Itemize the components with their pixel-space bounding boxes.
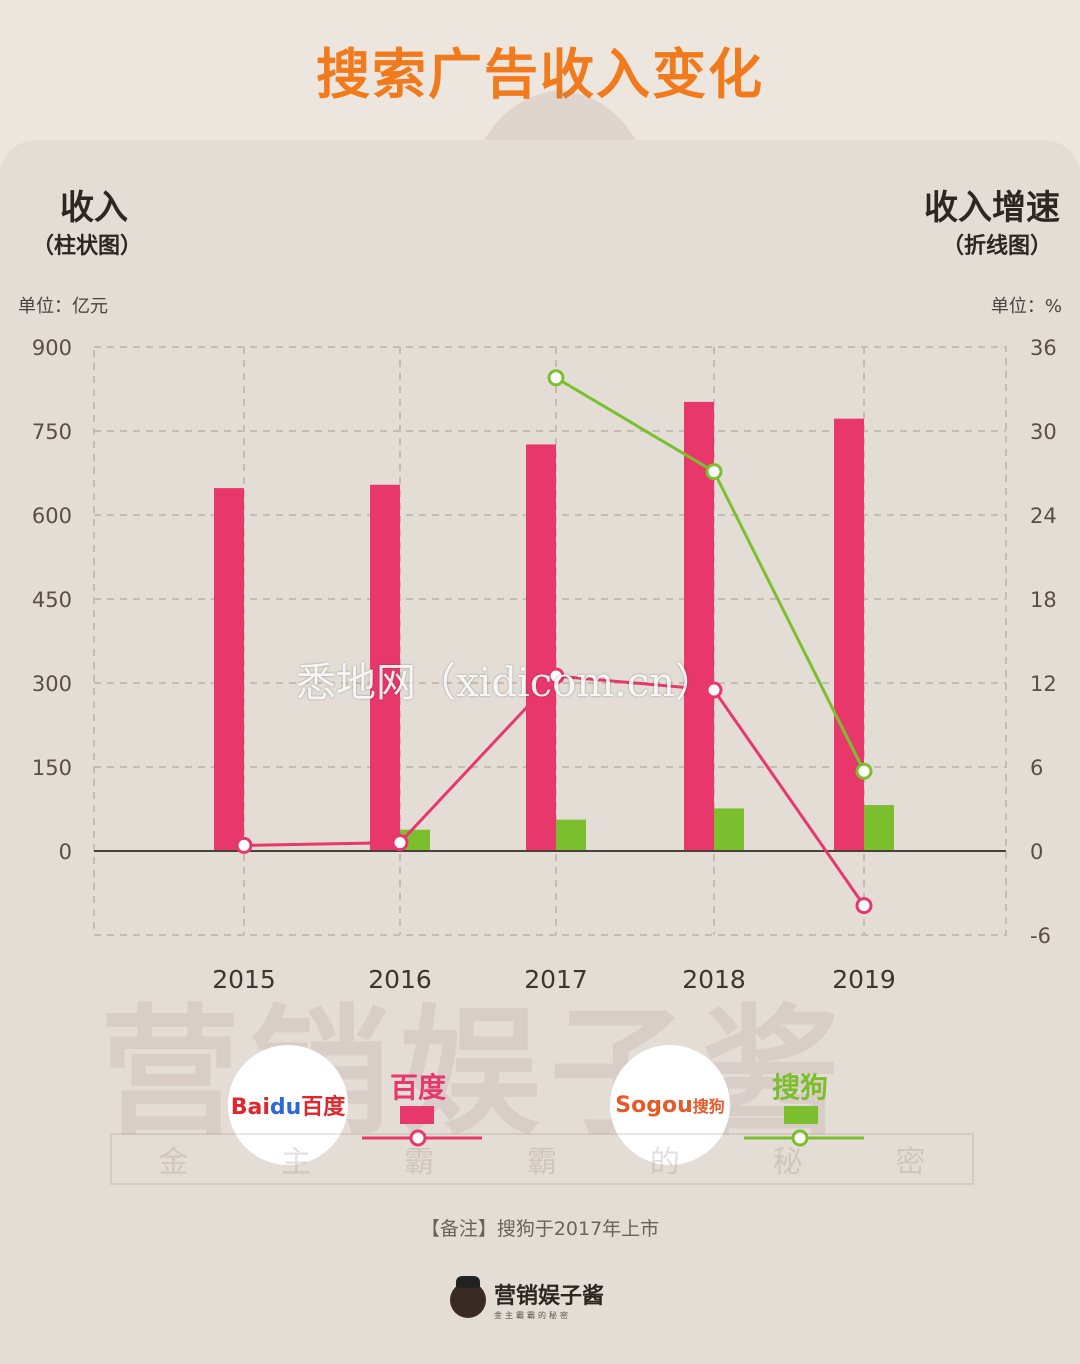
footer-logo: 营销娱子酱 金主霸霸的秘密 [450,1275,605,1321]
baidu-revenue-bar [214,488,244,851]
left-axis-title: 收入 [60,188,128,228]
sogou-growth-point [705,463,723,481]
x-tick-label: 2019 [832,965,896,994]
baidu-logo-circle: Baidu百度 [228,1045,348,1165]
right-unit-label: 单位：% [990,296,1062,317]
x-tick-label: 2015 [212,965,276,994]
x-tick-label: 2018 [682,965,746,994]
sogou-growth-point [855,762,873,780]
right-axis-title: 收入增速 [924,188,1060,228]
left-tick-label: 450 [32,588,72,612]
baidu-logo: Baidu百度 [231,1089,346,1121]
sogou-revenue-bar [714,808,744,851]
baidu-logo-du: du [269,1095,302,1120]
legend-baidu-bar-swatch [400,1106,434,1124]
tagline-watermark-char: 霸 [526,1145,557,1180]
right-axis-subtitle: （折线图） [941,234,1052,259]
right-tick-label: 36 [1030,336,1057,360]
sogou-logo-cn: 搜狗 [692,1096,725,1116]
left-tick-label: 150 [32,756,72,780]
legend-sogou-label: 搜狗 [772,1071,829,1104]
sogou-logo-circle: Sogou搜狗 [610,1045,730,1165]
legend-sogou-bar-swatch [784,1106,818,1124]
sogou-revenue-bar [556,819,586,851]
legend-baidu-line-swatch [362,1129,482,1147]
sogou-logo-text: Sogou [615,1092,693,1118]
page-title: 搜索广告收入变化 [316,43,764,106]
right-tick-label: 18 [1030,588,1057,612]
x-tick-label: 2017 [524,965,588,994]
sogou-logo: Sogou搜狗 [615,1093,725,1118]
footnote: 【备注】搜狗于2017年上市 [420,1218,660,1240]
right-tick-label: -6 [1030,924,1051,948]
mascot-icon [450,1275,486,1318]
baidu-logo-cn: 百度 [301,1095,346,1120]
right-tick-label: 12 [1030,672,1057,696]
footer-tagline: 金主霸霸的秘密 [494,1311,571,1320]
site-watermark: 悉地网（xidicom.cn） [296,660,716,706]
baidu-growth-point [855,897,873,915]
sogou-revenue-bar [864,805,894,851]
footer-brand: 营销娱子酱 [494,1284,605,1309]
left-axis-subtitle: （柱状图） [32,234,143,259]
left-tick-label: 750 [32,420,72,444]
right-tick-label: 6 [1030,756,1043,780]
tagline-watermark-char: 霸 [404,1145,435,1180]
baidu-revenue-bar [834,418,864,851]
tagline-watermark-char: 的 [649,1145,680,1180]
baidu-growth-point [235,836,253,854]
tagline-watermark-char: 秘 [772,1145,803,1180]
left-unit-label: 单位：亿元 [18,296,108,317]
left-tick-label: 0 [59,840,72,864]
tagline-watermark-char: 密 [895,1145,926,1180]
left-tick-label: 600 [32,504,72,528]
tagline-watermark-char: 主 [281,1145,312,1180]
right-tick-label: 0 [1030,840,1043,864]
legend-sogou-line-swatch [744,1129,864,1147]
tagline-watermark-row: 金主霸霸的秘密 [110,1133,974,1185]
sogou-growth-point [547,369,565,387]
baidu-growth-point [705,681,723,699]
baidu-growth-point [547,667,565,685]
right-tick-label: 30 [1030,420,1057,444]
legend-baidu-label: 百度 [390,1071,447,1104]
left-tick-label: 900 [32,336,72,360]
right-tick-label: 24 [1030,504,1057,528]
baidu-logo-text: Bai [230,1095,270,1120]
baidu-growth-point [391,834,409,852]
baidu-revenue-bar [526,444,556,851]
left-tick-label: 300 [32,672,72,696]
x-tick-label: 2016 [368,965,432,994]
tagline-watermark-char: 金 [158,1145,189,1180]
baidu-revenue-bar [370,484,400,851]
